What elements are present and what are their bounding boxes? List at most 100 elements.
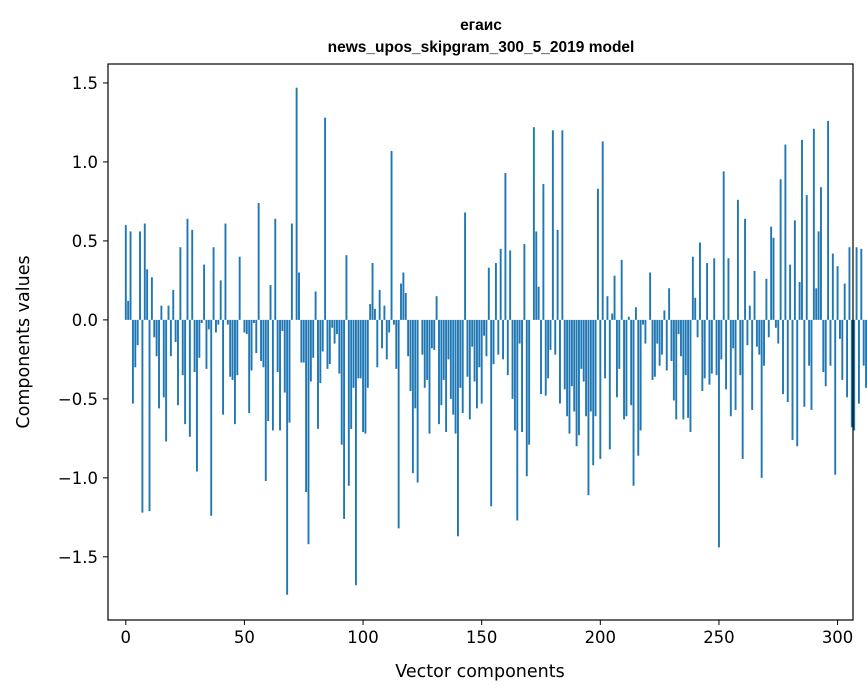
bar <box>509 250 512 320</box>
bar <box>758 319 761 355</box>
bar <box>774 319 777 328</box>
bar <box>599 319 602 459</box>
bar <box>124 225 127 320</box>
bar <box>364 319 367 434</box>
bar <box>699 242 701 320</box>
bar <box>305 319 308 493</box>
bar <box>475 319 478 409</box>
bar <box>582 319 585 382</box>
bar <box>727 258 730 320</box>
bar <box>634 307 637 320</box>
bar <box>708 319 711 385</box>
y-axis-label: Components values <box>14 255 34 428</box>
bar <box>815 288 818 320</box>
bar <box>468 319 471 420</box>
bar <box>751 319 754 410</box>
bar <box>388 319 391 333</box>
bar <box>808 319 811 366</box>
bar <box>608 319 611 450</box>
bar <box>274 218 277 320</box>
bar <box>288 319 291 423</box>
bar <box>618 319 621 369</box>
bar <box>687 319 690 418</box>
bar <box>580 319 583 369</box>
bar <box>191 229 194 320</box>
x-axis-label: Vector components <box>395 662 564 682</box>
bar <box>613 275 616 320</box>
bar <box>317 319 319 429</box>
bar <box>511 319 514 399</box>
bar <box>597 188 599 320</box>
bar <box>283 319 286 393</box>
bar <box>542 184 545 320</box>
chart-subtitle: news_upos_skipgram_300_5_2019 model <box>328 39 635 56</box>
bar <box>402 272 405 320</box>
bar <box>559 319 561 404</box>
bars <box>124 87 867 595</box>
bar <box>537 286 540 320</box>
bar <box>224 223 227 320</box>
bar <box>205 319 208 369</box>
bar <box>369 304 372 320</box>
bar <box>490 319 493 507</box>
bar <box>217 319 220 325</box>
bar <box>573 319 576 412</box>
bar <box>255 319 258 354</box>
bar <box>269 285 272 320</box>
bar <box>226 319 229 325</box>
bar <box>786 319 789 403</box>
x-tick-label: 250 <box>703 628 735 647</box>
bar <box>556 229 559 320</box>
bar <box>744 218 746 320</box>
bar <box>480 319 483 404</box>
x-tick-label: 150 <box>466 628 498 647</box>
bar <box>309 319 312 382</box>
bar <box>682 319 685 420</box>
bar <box>805 195 808 320</box>
x-tick-label: 50 <box>234 628 255 647</box>
bar <box>395 319 398 369</box>
bar <box>587 319 590 496</box>
y-tick-label: 0.5 <box>72 232 98 251</box>
bar <box>378 289 381 320</box>
bar <box>276 319 279 373</box>
y-tick-label: 1.0 <box>72 153 98 172</box>
chart-title: егаис <box>460 17 502 34</box>
bar <box>219 280 222 320</box>
bar <box>300 319 303 363</box>
bar <box>696 319 699 338</box>
bar <box>485 319 488 357</box>
bar <box>428 319 431 434</box>
bar <box>136 319 139 346</box>
bar <box>720 319 723 360</box>
bar <box>343 319 346 519</box>
bar <box>290 223 293 320</box>
bar <box>150 277 153 320</box>
bar <box>729 319 732 417</box>
bar <box>340 319 343 445</box>
bar <box>127 300 130 320</box>
bar <box>857 319 860 404</box>
bar <box>765 278 768 320</box>
bar <box>504 172 507 320</box>
bar <box>639 319 642 431</box>
bar <box>523 244 526 320</box>
bar <box>627 316 630 320</box>
bar <box>615 319 618 398</box>
bar <box>483 319 486 336</box>
bar <box>532 127 535 320</box>
bar <box>525 319 528 477</box>
bar <box>658 319 661 366</box>
bar <box>153 319 156 338</box>
bar <box>454 319 457 434</box>
bar <box>653 319 656 377</box>
bar <box>734 319 737 410</box>
bar <box>725 319 728 390</box>
y-tick-label: −1.5 <box>58 548 98 567</box>
bar <box>179 247 182 320</box>
bar <box>506 319 509 376</box>
bar <box>371 263 374 320</box>
bar <box>352 319 355 388</box>
bar <box>160 305 163 320</box>
bar <box>326 319 329 369</box>
